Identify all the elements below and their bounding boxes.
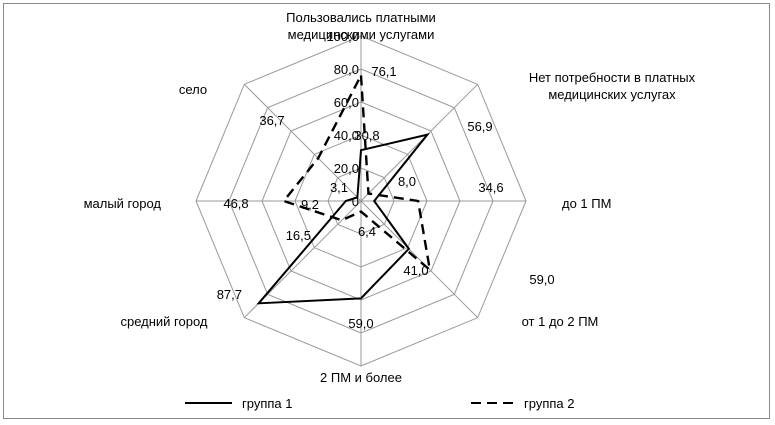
radial-tick-label: 60,0 <box>334 95 359 110</box>
radial-tick-label: 40,0 <box>334 128 359 143</box>
series-layer <box>256 71 432 305</box>
data-label: 41,0 <box>403 263 428 278</box>
radial-tick-label: 20,0 <box>334 161 359 176</box>
radial-tick-label: 80,0 <box>334 62 359 77</box>
data-label: 59,0 <box>529 272 554 287</box>
data-label: 46,8 <box>223 196 248 211</box>
legend-label: группа 1 <box>242 396 292 411</box>
data-label: 76,1 <box>371 64 396 79</box>
data-label: 59,0 <box>348 316 373 331</box>
radial-tick-label: 0 <box>352 194 359 209</box>
data-label: 3,1 <box>330 180 348 195</box>
category-label: от 1 до 2 ПМ <box>522 314 599 329</box>
data-label: 6,4 <box>358 224 376 239</box>
series-line-1 <box>256 132 430 305</box>
category-label: 2 ПМ и более <box>320 370 402 385</box>
category-label: до 1 ПМ <box>562 196 611 211</box>
data-label: 36,7 <box>259 113 284 128</box>
data-label: 34,6 <box>478 180 503 195</box>
series-line-2 <box>281 71 432 273</box>
axis-spoke <box>243 83 362 202</box>
category-label: Нет потребности в платных медицинских усл… <box>529 70 696 102</box>
data-label: 9,2 <box>301 197 319 212</box>
category-label: средний город <box>120 314 207 329</box>
category-label: Пользовались платными медицинскими услуга… <box>286 10 436 42</box>
category-label: малый город <box>84 196 162 211</box>
axis-spoke <box>360 200 479 319</box>
axis-spoke <box>360 83 479 202</box>
category-label: село <box>179 82 207 97</box>
data-label: 16,5 <box>286 228 311 243</box>
data-label: 8,0 <box>398 174 416 189</box>
chart-frame: 0 20,0 40,0 60,0 80,0 100,0 Пользовались платн… <box>3 3 770 419</box>
legend-label: группа 2 <box>524 396 574 411</box>
data-label: 56,9 <box>467 119 492 134</box>
radar-grid <box>195 35 527 367</box>
legend: группа 1 группа 2 <box>185 396 574 411</box>
data-label: 30,8 <box>354 128 379 143</box>
data-label: 87,7 <box>217 287 242 302</box>
radial-tick-label: 100,0 <box>326 29 359 44</box>
